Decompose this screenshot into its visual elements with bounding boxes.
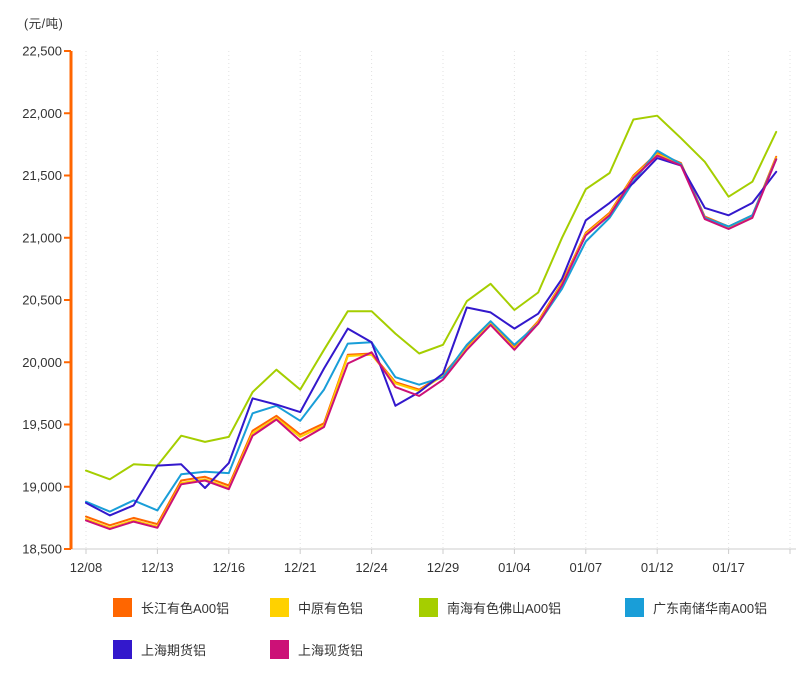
- y-tick-label: 21,000: [22, 230, 62, 245]
- chart-legend: 长江有色A00铝 中原有色铝 南海有色佛山A00铝 广东南储华南A00铝上海期货铝 上海…: [113, 598, 767, 659]
- x-tick-label: 12/24: [355, 560, 388, 575]
- legend-item-广东南储华南A00铝: 广东南储华南A00铝: [625, 598, 767, 617]
- legend-label: 上海期货铝: [141, 643, 207, 658]
- y-tick-label: 21,500: [22, 168, 62, 183]
- x-tick-label: 01/17: [712, 560, 745, 575]
- legend-item-上海期货铝: 上海期货铝: [113, 640, 270, 659]
- x-tick-label: 01/12: [641, 560, 674, 575]
- legend-swatch: [419, 598, 438, 617]
- legend-swatch: [270, 598, 289, 617]
- y-tick-label: 18,500: [22, 542, 62, 557]
- legend-item-南海有色佛山A00铝: 南海有色佛山A00铝: [419, 598, 625, 617]
- x-tick-label: 01/07: [570, 560, 603, 575]
- series-line-上海现货铝: [85, 154, 778, 531]
- legend-label: 广东南储华南A00铝: [653, 601, 768, 616]
- legend-item-中原有色铝: 中原有色铝: [270, 598, 419, 617]
- legend-label: 长江有色A00铝: [141, 601, 230, 616]
- y-tick-label: 19,000: [22, 479, 62, 494]
- x-tick-label: 12/21: [284, 560, 317, 575]
- legend-label: 南海有色佛山A00铝: [447, 601, 562, 616]
- y-tick-label: 19,500: [22, 417, 62, 432]
- y-tick-label: 22,500: [22, 44, 62, 59]
- legend-label: 中原有色铝: [298, 601, 364, 616]
- x-tick-label: 12/29: [427, 560, 460, 575]
- series-line-上海期货铝: [85, 157, 778, 517]
- y-tick-label: 22,000: [22, 106, 62, 121]
- legend-label: 上海现货铝: [298, 643, 364, 658]
- legend-swatch: [625, 598, 644, 617]
- price-chart: 22,500 22,000 21,500 21,000 20,500 20,000 19,5…: [22, 44, 796, 575]
- legend-swatch: [270, 640, 289, 659]
- legend-swatch: [113, 598, 132, 617]
- series-line-南海有色佛山A00铝: [85, 114, 778, 481]
- price-chart-area: (元/吨) 22,500 22,000 21,500 21,000 20,500 20,0…: [22, 17, 796, 575]
- legend-item-长江有色A00铝: 长江有色A00铝: [113, 598, 270, 617]
- y-tick-label: 20,500: [22, 293, 62, 308]
- x-tick-label: 12/08: [70, 560, 103, 575]
- x-tick-label: 12/13: [141, 560, 174, 575]
- x-tick-label: 01/04: [498, 560, 531, 575]
- series-line-长江有色A00铝: [85, 152, 778, 527]
- legend-swatch: [113, 640, 132, 659]
- x-tick-label: 12/16: [213, 560, 246, 575]
- legend-item-上海现货铝: 上海现货铝: [270, 640, 419, 659]
- y-tick-label: 20,000: [22, 355, 62, 370]
- series-line-广东南储华南A00铝: [85, 149, 778, 513]
- y-axis-unit-label: (元/吨): [24, 17, 64, 31]
